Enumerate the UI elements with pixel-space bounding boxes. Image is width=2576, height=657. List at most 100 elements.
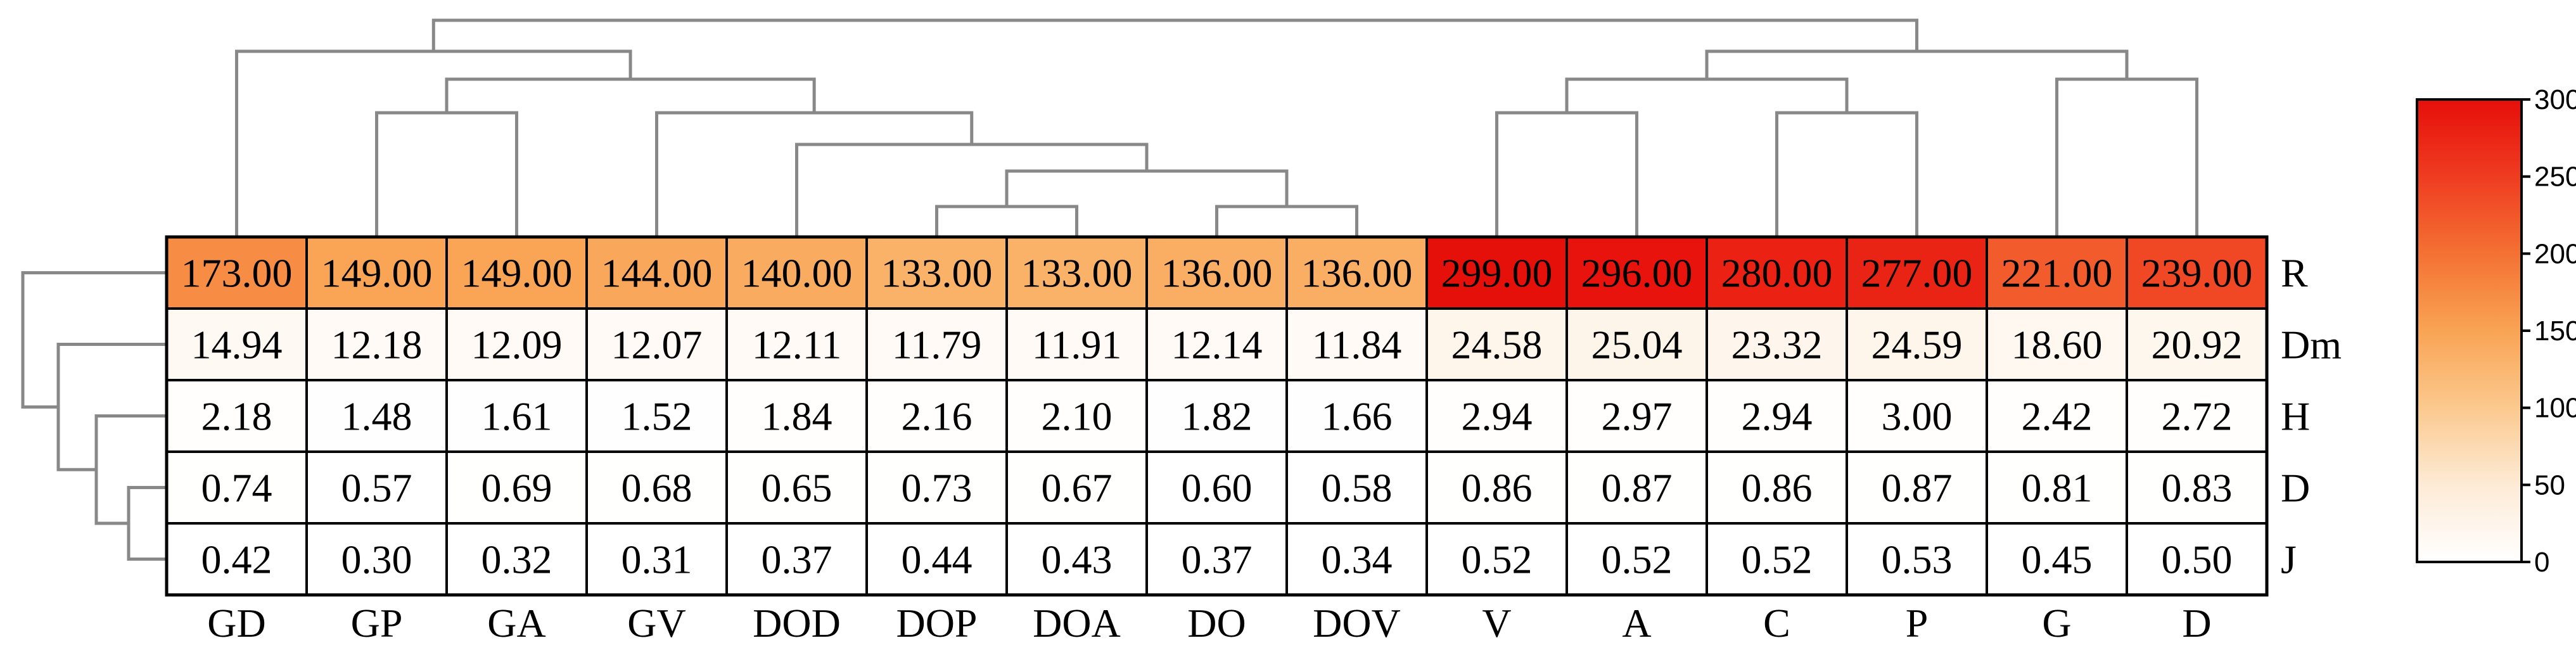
column-label: V [1482, 601, 1511, 646]
cell-value-label: 12.18 [331, 322, 423, 367]
colorbar-tick-label: 50 [2534, 469, 2565, 501]
cell-value-label: 133.00 [1021, 251, 1133, 296]
heatmap-cell [445, 450, 588, 525]
cell-value-label: 133.00 [881, 251, 993, 296]
dendrogram-link [1215, 205, 1358, 237]
grid-border [165, 235, 2269, 597]
heatmap-cell [1005, 522, 1148, 596]
cell-value-label: 0.37 [1182, 537, 1253, 582]
cell-value-label: 12.11 [752, 322, 842, 367]
heatmap-cell [305, 522, 448, 596]
colorbar-tick-label: 300 [2534, 84, 2576, 115]
column-label: GP [351, 601, 403, 646]
column-label: GV [627, 601, 685, 646]
heatmap-cell [1846, 307, 1988, 381]
column-label: DOA [1033, 601, 1121, 646]
column-dendrogram [235, 18, 2198, 237]
cell-value-label: 149.00 [321, 251, 433, 296]
column-label: DO [1187, 601, 1246, 646]
cell-value-label: 136.00 [1161, 251, 1273, 296]
cell-value-label: 0.73 [902, 466, 972, 511]
cell-value-label: 11.91 [1032, 322, 1122, 367]
column-label: D [2182, 601, 2211, 646]
heatmap-cell [1425, 450, 1568, 525]
colorbar-tick-label: 0 [2534, 547, 2549, 578]
cell-value-label: 12.09 [471, 322, 563, 367]
cell-value-label: 0.83 [2162, 466, 2233, 511]
column-label: C [1763, 601, 1790, 646]
dendrogram-link [1495, 111, 1638, 237]
row-dendrogram [21, 271, 167, 561]
cell-value-label: 0.52 [1742, 537, 1813, 582]
heatmap-cell [1565, 522, 1708, 596]
cell-value-label: 0.34 [1322, 537, 1393, 582]
cell-value-label: 0.53 [1882, 537, 1953, 582]
heatmap-cell [585, 307, 728, 381]
cell-value-label: 136.00 [1301, 251, 1413, 296]
heatmap-cell [1986, 522, 2128, 596]
heatmap-cell [445, 379, 588, 453]
heatmap-cell [1565, 450, 1708, 525]
heatmap-cell [305, 236, 448, 310]
heatmap-cell [1285, 236, 1428, 310]
column-label: DOP [896, 601, 977, 646]
cell-value-label: 1.84 [762, 394, 832, 439]
cell-value-label: 2.10 [1042, 394, 1113, 439]
dendrogram-link [1705, 49, 2129, 79]
cell-value-label: 0.44 [902, 537, 972, 582]
cell-value-label: 12.07 [611, 322, 703, 367]
cell-value-label: 11.84 [1312, 322, 1402, 367]
cell-value-label: 296.00 [1581, 251, 1693, 296]
cell-value-label: 14.94 [191, 322, 283, 367]
column-label: GD [207, 601, 265, 646]
heatmap-cell [2126, 522, 2268, 596]
dendrogram-link [1565, 77, 1849, 113]
cell-value-label: 0.52 [1462, 537, 1533, 582]
cell-value-label: 20.92 [2152, 322, 2243, 367]
column-label: DOD [753, 601, 841, 646]
cell-value-label: 0.67 [1042, 466, 1113, 511]
cell-value-label: 2.72 [2162, 394, 2233, 439]
heatmap-cell [2126, 236, 2268, 310]
cell-value-label: 0.86 [1462, 466, 1533, 511]
heatmap-cell [1986, 307, 2128, 381]
cell-value-label: 0.74 [201, 466, 272, 511]
colorbar-tick-label: 200 [2534, 238, 2576, 269]
column-label: DOV [1313, 601, 1401, 646]
cell-value-label: 2.18 [201, 394, 272, 439]
cell-value-label: 1.48 [341, 394, 412, 439]
heatmap-cell [585, 379, 728, 453]
heatmap-cell [1005, 450, 1148, 525]
cell-value-label: 0.50 [2162, 537, 2233, 582]
heatmap-cell [865, 522, 1008, 596]
colorbar-tick-label: 100 [2534, 393, 2576, 424]
heatmap-cell [305, 379, 448, 453]
cell-value-label: 0.87 [1602, 466, 1673, 511]
cell-value-label: 2.97 [1602, 394, 1673, 439]
cell-value-label: 280.00 [1721, 251, 1833, 296]
cell-value-label: 221.00 [2001, 251, 2113, 296]
column-labels: GD GP GA GV DOD DOP DOA DO DOV V A C P G D [207, 601, 2211, 646]
heatmap-cell [1565, 307, 1708, 381]
dendrogram-link [655, 111, 974, 237]
cell-value-label: 0.52 [1602, 537, 1673, 582]
cell-value-label: 1.61 [481, 394, 552, 439]
colorbar: 0 50 100 150 200 250 300 [2416, 84, 2576, 578]
colorbar-gradient [2416, 98, 2523, 563]
cell-value-label: 2.94 [1462, 394, 1533, 439]
cell-value-label: 1.52 [622, 394, 692, 439]
heatmap-cell [1145, 522, 1288, 596]
column-label: A [1622, 601, 1651, 646]
dendrogram-link [2055, 77, 2198, 237]
cell-value-label: 239.00 [2141, 251, 2253, 296]
dendrogram-link [795, 143, 1149, 237]
cell-value-label: 2.16 [902, 394, 972, 439]
cell-value-label: 12.14 [1171, 322, 1263, 367]
dendrogram-link [1775, 111, 1918, 237]
dendrogram-link [127, 486, 167, 561]
row-labels: R Dm HDJ [2281, 251, 2342, 582]
cell-value-label: 0.86 [1742, 466, 1813, 511]
dendrogram-link [445, 77, 816, 113]
cell-value-label: 25.04 [1591, 322, 1683, 367]
